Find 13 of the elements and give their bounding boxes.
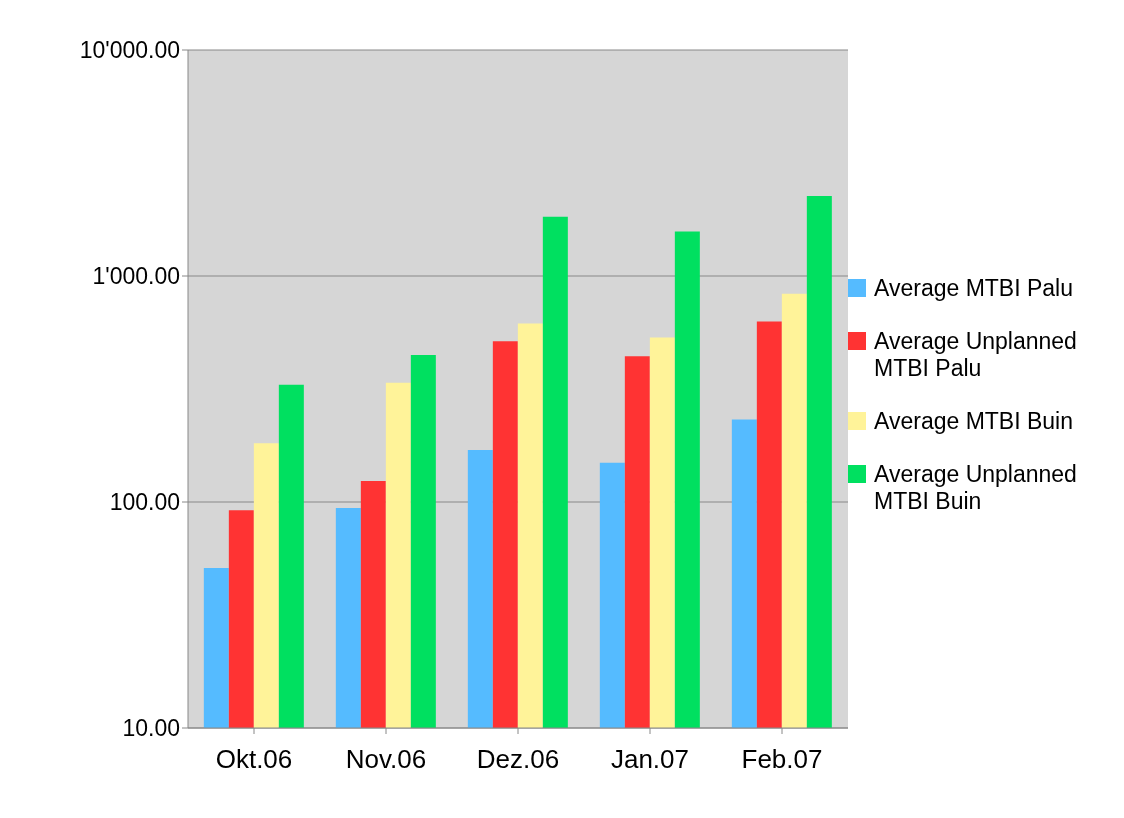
y-tick-label: 10.00 <box>122 715 180 742</box>
x-tick-label: Dez.06 <box>476 744 560 775</box>
y-tick-label: 1'000.00 <box>92 263 180 290</box>
x-tick-label: Nov.06 <box>345 744 427 775</box>
legend-label: Average MTBI Palu <box>874 275 1074 302</box>
legend-label: Average Unplanned MTBI Palu <box>874 328 1078 382</box>
y-tick-label: 100.00 <box>109 489 180 516</box>
legend-label: Average MTBI Buin <box>874 408 1074 435</box>
x-tick-label: Feb.07 <box>741 744 823 775</box>
x-tick-label: Jan.07 <box>610 744 690 775</box>
y-tick-label: 10'000.00 <box>79 37 180 64</box>
x-tick-label: Okt.06 <box>215 744 293 775</box>
legend-label: Average Unplanned MTBI Buin <box>874 461 1078 515</box>
